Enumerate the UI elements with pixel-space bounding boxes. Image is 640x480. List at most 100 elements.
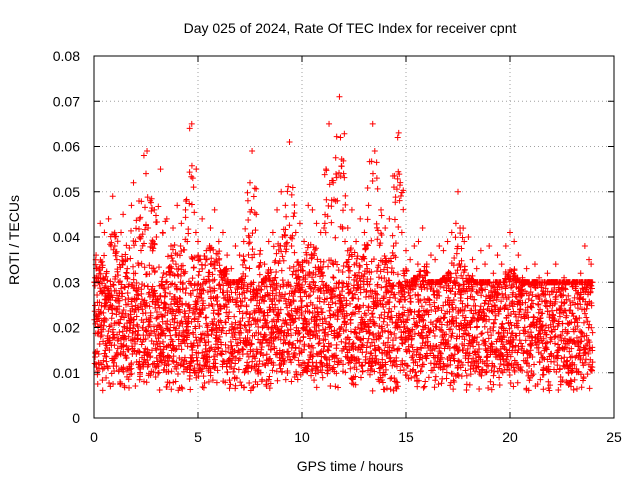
data-point xyxy=(342,318,349,325)
data-point xyxy=(205,332,212,339)
y-tick-label: 0.07 xyxy=(53,93,80,109)
data-point xyxy=(166,379,173,386)
data-point xyxy=(223,309,230,316)
data-point xyxy=(96,267,103,274)
data-point xyxy=(202,342,209,349)
data-point xyxy=(209,326,216,333)
data-point xyxy=(311,377,318,384)
data-point xyxy=(234,324,241,331)
data-point xyxy=(135,284,142,291)
data-point xyxy=(209,271,216,278)
data-point xyxy=(143,379,150,386)
data-point xyxy=(103,374,110,381)
data-point xyxy=(101,303,108,310)
data-point xyxy=(161,300,168,307)
data-point xyxy=(176,322,183,329)
data-point xyxy=(278,188,285,195)
data-point xyxy=(373,159,380,166)
data-point xyxy=(141,264,148,271)
data-point xyxy=(159,281,166,288)
data-point xyxy=(126,281,133,288)
data-point xyxy=(135,292,142,299)
data-point xyxy=(397,193,404,200)
y-tick-label: 0.08 xyxy=(53,48,80,64)
data-point xyxy=(118,285,125,292)
data-point xyxy=(107,339,114,346)
data-point xyxy=(116,320,123,327)
data-point xyxy=(337,134,344,141)
data-point xyxy=(253,211,260,218)
data-point xyxy=(106,379,113,386)
data-point xyxy=(171,293,178,300)
data-point xyxy=(251,185,258,192)
data-point xyxy=(313,220,320,227)
data-point xyxy=(524,369,531,376)
data-point xyxy=(102,273,109,280)
data-point xyxy=(219,358,226,365)
data-point xyxy=(194,357,201,364)
data-point xyxy=(365,202,372,209)
data-point xyxy=(110,282,117,289)
data-point xyxy=(369,120,376,127)
data-point xyxy=(378,206,385,213)
data-point xyxy=(157,356,164,363)
data-point xyxy=(110,246,117,253)
data-point xyxy=(222,266,229,273)
data-point xyxy=(242,338,249,345)
data-point xyxy=(222,348,229,355)
data-point xyxy=(122,284,129,291)
data-point xyxy=(371,148,378,155)
data-point xyxy=(183,196,190,203)
data-point xyxy=(101,229,108,236)
data-point xyxy=(146,303,153,310)
data-point xyxy=(577,270,584,277)
data-point xyxy=(163,278,170,285)
data-point xyxy=(422,378,429,385)
data-point xyxy=(178,346,185,353)
data-point xyxy=(495,329,502,336)
data-point xyxy=(97,220,104,227)
data-point xyxy=(250,286,257,293)
data-point xyxy=(241,384,248,391)
data-point xyxy=(162,279,169,286)
data-point xyxy=(243,303,250,310)
data-point xyxy=(325,263,332,270)
data-point xyxy=(92,282,99,289)
data-point xyxy=(231,347,238,354)
data-point xyxy=(130,276,137,283)
data-point xyxy=(249,246,256,253)
data-point xyxy=(256,358,263,365)
data-point xyxy=(490,372,497,379)
data-point xyxy=(232,319,239,326)
data-point xyxy=(186,372,193,379)
data-point xyxy=(94,292,101,299)
data-point xyxy=(269,330,276,337)
data-point xyxy=(201,380,208,387)
data-point xyxy=(357,215,364,222)
data-point xyxy=(159,338,166,345)
data-point xyxy=(216,333,223,340)
data-point xyxy=(206,284,213,291)
data-point xyxy=(111,342,118,349)
data-point xyxy=(211,206,218,213)
data-point xyxy=(115,272,122,279)
data-point xyxy=(147,372,154,379)
data-point xyxy=(369,310,376,317)
data-point xyxy=(485,384,492,391)
data-point xyxy=(203,256,210,263)
data-point xyxy=(374,185,381,192)
data-point xyxy=(114,268,121,275)
data-point xyxy=(440,247,447,254)
data-point xyxy=(330,274,337,281)
data-point xyxy=(191,311,198,318)
data-point xyxy=(139,306,146,313)
data-point xyxy=(210,262,217,269)
data-point xyxy=(257,286,264,293)
data-point xyxy=(105,215,112,222)
data-point xyxy=(289,184,296,191)
data-point xyxy=(244,285,251,292)
data-point xyxy=(305,202,312,209)
data-point xyxy=(487,378,494,385)
data-point xyxy=(212,348,219,355)
data-point xyxy=(226,385,233,392)
